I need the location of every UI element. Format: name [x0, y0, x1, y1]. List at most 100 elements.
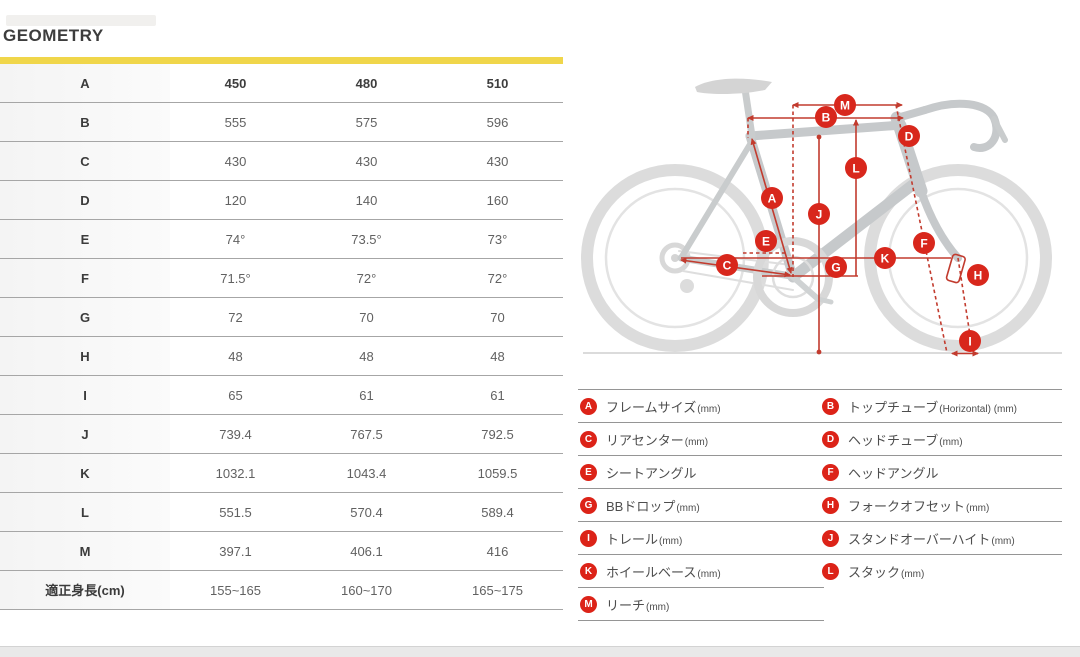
- cell-value: 589.4: [481, 504, 514, 520]
- diagram-marker-letter: F: [920, 237, 927, 251]
- row-label: J: [0, 415, 170, 453]
- legend: A フレームサイズ(mm) B トップチューブ(Horizontal) (mm) C リア…: [578, 389, 1062, 621]
- diagram-marker: [755, 230, 777, 252]
- cell-value: 140: [355, 192, 378, 208]
- legend-letter-badge: E: [580, 463, 597, 481]
- row-label: B: [0, 103, 170, 141]
- table-row: E 74° 73.5° 73°: [0, 220, 563, 259]
- legend-label: トレール(mm): [606, 531, 683, 547]
- legend-letter-badge: A: [580, 397, 597, 415]
- legend-letter-badge: K: [580, 562, 597, 580]
- table-row: D 120 140 160: [0, 181, 563, 220]
- row-label: F: [0, 259, 170, 297]
- cell-value: 570.4: [350, 504, 383, 520]
- diagram-marker-letter: M: [840, 99, 850, 113]
- legend-item: J スタンドオーバーハイト(mm): [820, 529, 1062, 548]
- legend-letter-badge: M: [580, 595, 597, 613]
- cell-value: 596: [486, 114, 509, 130]
- cell-value: 430: [355, 153, 378, 169]
- diagram-marker-letter: I: [968, 335, 971, 349]
- diagram-marker-letter: D: [905, 130, 914, 144]
- legend-item: E シートアングル: [578, 463, 820, 482]
- bike-geometry-diagram: A B C D E F G H I J K L M: [581, 78, 1062, 357]
- cell-value: 1032.1: [215, 465, 256, 481]
- table-row: K 1032.1 1043.4 1059.5: [0, 454, 563, 493]
- table-row: G 72 70 70: [0, 298, 563, 337]
- cell-value: 416: [486, 543, 509, 559]
- cell-value: 480: [355, 75, 378, 91]
- legend-label: ヘッドチューブ(mm): [848, 432, 963, 448]
- legend-label: スタック(mm): [848, 564, 925, 580]
- legend-letter-badge: D: [822, 430, 839, 448]
- legend-letter-badge: I: [580, 529, 597, 547]
- legend-unit: (mm): [901, 568, 925, 580]
- legend-unit: (mm): [659, 535, 683, 547]
- cell-value: 430: [224, 153, 247, 169]
- legend-row: E シートアングル F ヘッドアングル: [578, 455, 1062, 488]
- diagram-marker: [815, 106, 837, 128]
- cell-value: 165~175: [472, 582, 523, 598]
- faint-artifact: [6, 15, 156, 26]
- cell-value: 120: [224, 192, 247, 208]
- cell-value: 48: [359, 348, 374, 364]
- legend-unit: (Horizontal) (mm): [939, 403, 1018, 415]
- row-label: G: [0, 298, 170, 336]
- row-label: E: [0, 220, 170, 258]
- row-label: C: [0, 142, 170, 180]
- legend-letter-badge: F: [822, 463, 839, 481]
- diagram-marker-letter: K: [881, 252, 890, 266]
- legend-unit: (mm): [966, 502, 990, 514]
- diagram-marker: [761, 187, 783, 209]
- cell-value: 61: [490, 387, 505, 403]
- table-row: C 430 430 430: [0, 142, 563, 181]
- legend-row: M リーチ(mm): [578, 587, 824, 621]
- legend-unit: (mm): [676, 502, 700, 514]
- cell-value: 70: [490, 309, 505, 325]
- diagram-marker: [825, 256, 847, 278]
- cell-value: 160~170: [341, 582, 392, 598]
- cell-value: 48: [490, 348, 505, 364]
- diagram-marker: [716, 254, 738, 276]
- cell-value: 430: [486, 153, 509, 169]
- title-underline: [0, 57, 563, 64]
- legend-label: スタンドオーバーハイト(mm): [848, 531, 1015, 547]
- legend-row: I トレール(mm) J スタンドオーバーハイト(mm): [578, 521, 1062, 554]
- cell-value: 450: [224, 75, 247, 91]
- legend-letter-badge: H: [822, 496, 839, 514]
- cell-value: 70: [359, 309, 374, 325]
- legend-letter-badge: G: [580, 496, 597, 514]
- diagram-marker-letter: L: [852, 162, 859, 176]
- legend-row: G BBドロップ(mm) H フォークオフセット(mm): [578, 488, 1062, 521]
- diagram-marker: [834, 94, 856, 116]
- legend-label: ホイールベース(mm): [606, 564, 721, 580]
- legend-item: L スタック(mm): [820, 562, 1062, 581]
- legend-letter-badge: L: [822, 562, 839, 580]
- row-label: M: [0, 532, 170, 570]
- legend-row: A フレームサイズ(mm) B トップチューブ(Horizontal) (mm): [578, 389, 1062, 422]
- legend-label: BBドロップ(mm): [606, 498, 700, 514]
- table-row: J 739.4 767.5 792.5: [0, 415, 563, 454]
- page-bottom-strip: [0, 646, 1080, 657]
- cell-value: 510: [486, 75, 509, 91]
- legend-item: K ホイールベース(mm): [578, 562, 820, 581]
- row-label: A: [0, 64, 170, 102]
- legend-letter-badge: C: [580, 430, 597, 448]
- cell-value: 71.5°: [220, 270, 251, 286]
- cell-value: 551.5: [219, 504, 252, 520]
- legend-item: I トレール(mm): [578, 529, 820, 548]
- legend-label: フレームサイズ(mm): [606, 399, 721, 415]
- cell-value: 160: [486, 192, 509, 208]
- cell-value: 1059.5: [477, 465, 518, 481]
- diagram-marker: [967, 264, 989, 286]
- legend-label: リーチ(mm): [606, 597, 670, 613]
- row-label: K: [0, 454, 170, 492]
- diagram-marker: [913, 232, 935, 254]
- diagram-marker: [808, 203, 830, 225]
- legend-item: G BBドロップ(mm): [578, 496, 820, 515]
- diagram-marker-letter: B: [822, 111, 831, 125]
- measurement-lines: [680, 102, 979, 357]
- diagram-marker: [959, 330, 981, 352]
- legend-label: フォークオフセット(mm): [848, 498, 990, 514]
- diagram-marker-letter: J: [816, 208, 823, 222]
- diagram-marker: [898, 125, 920, 147]
